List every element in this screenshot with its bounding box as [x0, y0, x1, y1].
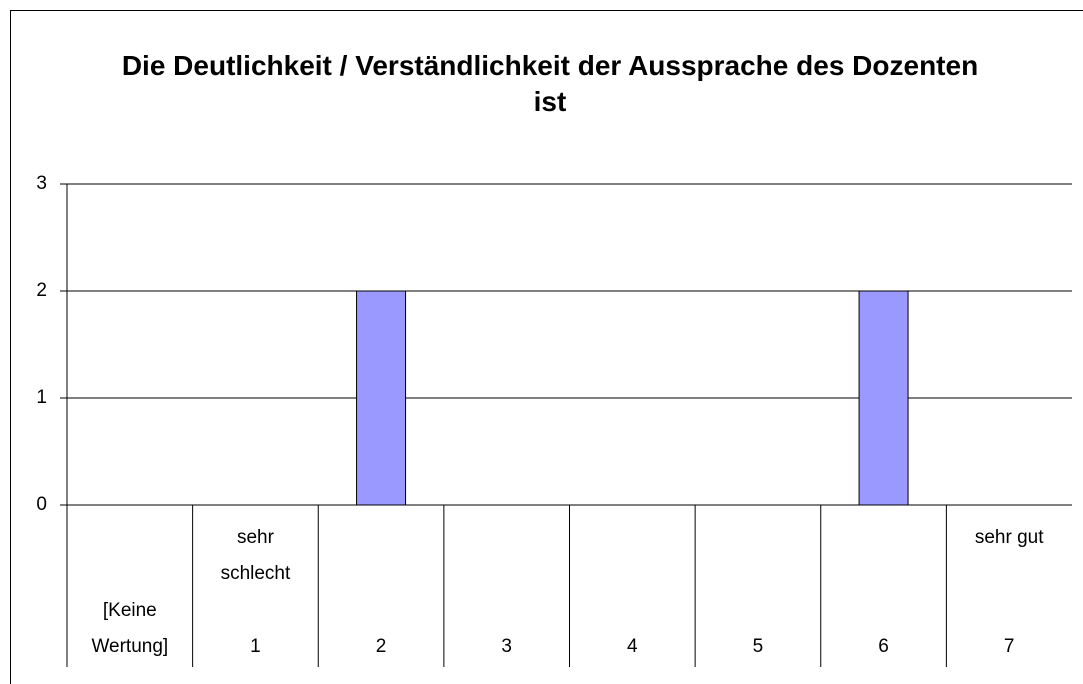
x-tick-label: 1	[250, 636, 261, 657]
bar	[356, 290, 407, 506]
chart-title: Die Deutlichkeit / Verständlichkeit der …	[121, 50, 979, 117]
y-tick-label: 2	[36, 280, 47, 301]
chart-border	[10, 10, 1083, 684]
x-tick-label: 7	[1003, 636, 1015, 657]
x-tick-label: 3	[501, 636, 512, 657]
x-tick-label: 5	[752, 636, 764, 657]
x-tick-label: [Keine Wertung]	[91, 600, 169, 657]
x-tick-note: sehr schlecht	[220, 527, 291, 584]
x-tick-note: sehr gut	[974, 527, 1044, 548]
y-tick-label: 3	[36, 173, 47, 194]
x-tick-label: 6	[878, 636, 889, 657]
y-tick-label: 0	[36, 494, 47, 515]
x-tick-label: 2	[375, 636, 387, 657]
x-tick-label: 4	[627, 636, 638, 657]
y-tick-label: 1	[36, 387, 47, 408]
bar	[858, 290, 909, 506]
